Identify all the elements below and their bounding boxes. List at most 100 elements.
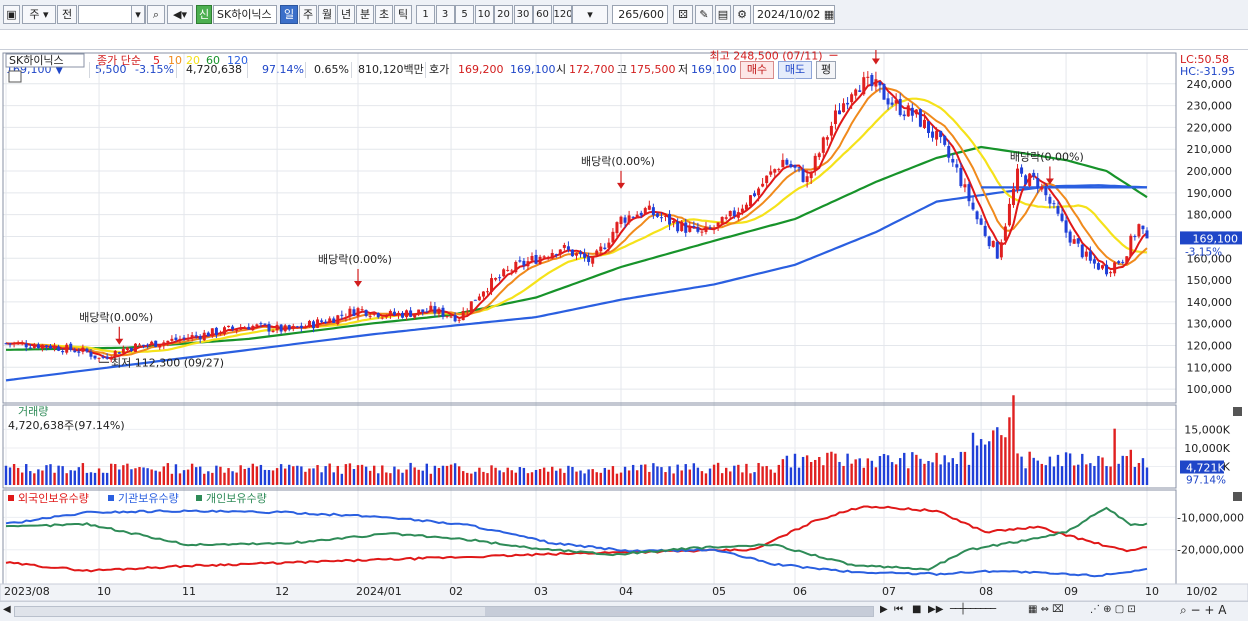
candle-body-62 <box>255 324 259 326</box>
chart-scrollbar[interactable]: ◀ ▶ ⏮ ■ ▶▶ ──┼────── ▦ ⇔ ⌧ ⋰ ⊕ ▢ ⊡ ⌕ − +… <box>0 601 1248 621</box>
period-tab-4[interactable]: 분 <box>356 5 374 24</box>
interval-option-3[interactable]: 3 <box>435 5 455 24</box>
volume-bar-194 <box>789 467 793 485</box>
volume-bar-88 <box>360 464 364 485</box>
candle-body-199 <box>809 171 813 179</box>
volume-bar-265 <box>1077 464 1080 485</box>
period-tab-2[interactable]: 월 <box>318 5 336 24</box>
candle-body-218 <box>886 98 890 105</box>
volume-bar-79 <box>324 466 327 485</box>
candle-body-143 <box>583 253 587 258</box>
candle-body-192 <box>781 159 785 168</box>
stock-code-input[interactable] <box>78 5 146 24</box>
candle-body-2 <box>12 342 16 345</box>
scroll-left-icon[interactable]: ◀ <box>3 604 11 615</box>
volume-bar-60 <box>247 467 250 485</box>
volume-bar-243 <box>988 441 991 485</box>
candle-body-86 <box>352 309 356 316</box>
candle-body-234 <box>951 158 955 163</box>
candle-body-88 <box>360 309 364 311</box>
search-icon[interactable]: ⌕ <box>147 5 165 24</box>
candle-body-137 <box>558 249 562 255</box>
volume-bar-121 <box>494 467 497 485</box>
candle-body-190 <box>773 169 777 173</box>
candle-body-153 <box>623 217 627 223</box>
market-select[interactable]: 주 ▾ <box>22 5 56 24</box>
interval-option-60[interactable]: 60 <box>533 5 552 24</box>
candle-body-79 <box>324 321 328 323</box>
last-volume-marker <box>1180 460 1224 474</box>
candle-body-277 <box>1125 256 1129 264</box>
chart-settings-icon[interactable]: ⚄ <box>673 5 693 24</box>
interval-option-1[interactable]: 1 <box>416 5 435 24</box>
scroll-track[interactable] <box>14 606 874 617</box>
candle-body-280 <box>1137 224 1141 237</box>
volume-bar-112 <box>457 466 461 485</box>
volume-bar-75 <box>308 468 311 485</box>
volume-bar-106 <box>433 465 437 485</box>
volume-bar-170 <box>692 463 696 485</box>
high-label: 고 <box>617 63 628 76</box>
period-tab-1[interactable]: 주 <box>299 5 317 24</box>
gear-icon[interactable]: ⚙ <box>733 5 751 24</box>
window-icon[interactable]: ▣ <box>3 5 20 24</box>
chevron-down-icon[interactable]: ▾ <box>131 5 145 24</box>
period-unit-button[interactable]: 전 <box>57 5 77 24</box>
volume-bar-259 <box>1052 466 1056 485</box>
volume-bar-9 <box>41 470 44 485</box>
period-tab-3[interactable]: 년 <box>337 5 355 24</box>
volume-bar-221 <box>898 458 902 485</box>
date-field[interactable]: 2024/10/02 ▦ <box>753 5 835 24</box>
grid-toggle-icon[interactable]: ▦ ⇔ ⌧ <box>1028 604 1064 615</box>
candle-body-185 <box>753 193 757 197</box>
candle-body-221 <box>898 98 902 115</box>
holdings-legend-swatch-2 <box>196 495 202 501</box>
interval-option-30[interactable]: 30 <box>513 5 533 24</box>
scroll-right-icon[interactable]: ▶ <box>880 604 888 615</box>
volume-bar-137 <box>559 468 562 485</box>
holdings-individual-line <box>5 506 1148 571</box>
volume-bar-47 <box>194 467 198 485</box>
candle-body-186 <box>757 188 761 196</box>
volume-bar-266 <box>1081 453 1084 485</box>
volume-bar-24 <box>101 472 105 485</box>
zoom-icons[interactable]: ⌕ − + A <box>1180 603 1227 617</box>
period-tab-5[interactable]: 초 <box>375 5 393 24</box>
volume-bar-275 <box>1117 463 1120 485</box>
average-button[interactable]: 평 <box>816 61 836 79</box>
period-tab-6[interactable]: 틱 <box>394 5 412 24</box>
tool-icons[interactable]: ⋰ ⊕ ▢ ⊡ <box>1090 604 1136 615</box>
zoom-slider-icon[interactable]: ──┼────── <box>950 604 996 615</box>
candle-body-161 <box>655 213 659 217</box>
volume-bar-157 <box>640 464 643 485</box>
buy-button[interactable]: 매수 <box>740 61 774 79</box>
candle-body-41 <box>170 338 174 341</box>
stop-icon[interactable]: ■ <box>912 604 922 615</box>
interval-option-120[interactable]: 120 <box>552 5 572 24</box>
speaker-icon[interactable]: ◀▾ <box>167 5 193 24</box>
candle-body-87 <box>356 308 360 317</box>
interval-option-20[interactable]: 20 <box>494 5 513 24</box>
interval-option-10[interactable]: 10 <box>474 5 494 24</box>
scroll-thumb[interactable] <box>485 607 873 616</box>
interval-dropdown[interactable]: ▾ <box>572 5 608 24</box>
count-field[interactable]: 265/600 <box>612 5 668 24</box>
rewind-icon[interactable]: ⏮ <box>894 604 903 615</box>
volume-bar-189 <box>769 469 772 485</box>
candle-body-6 <box>28 347 32 349</box>
candle-body-261 <box>1060 213 1064 221</box>
volume-bar-143 <box>583 473 586 485</box>
volume-bar-272 <box>1105 466 1108 485</box>
save-icon[interactable]: ▤ <box>715 5 731 24</box>
candle-body-3 <box>16 342 20 345</box>
candle-body-139 <box>566 246 570 250</box>
interval-option-5[interactable]: 5 <box>455 5 474 24</box>
chart-area[interactable]: 배당락(0.00%) 배당락(0.00%) 배당락(0.00%) 배당락(0.00%)… <box>0 50 1248 601</box>
period-tab-0[interactable]: 일 <box>280 5 298 24</box>
candle-body-203 <box>825 137 829 140</box>
volume-bar-232 <box>943 455 946 485</box>
candle-body-183 <box>744 204 748 210</box>
draw-tool-icon[interactable]: ✎ <box>695 5 713 24</box>
play-icon[interactable]: ▶▶ <box>928 604 944 615</box>
max-price-label: 최고 248,500 (07/11) <box>709 50 822 62</box>
